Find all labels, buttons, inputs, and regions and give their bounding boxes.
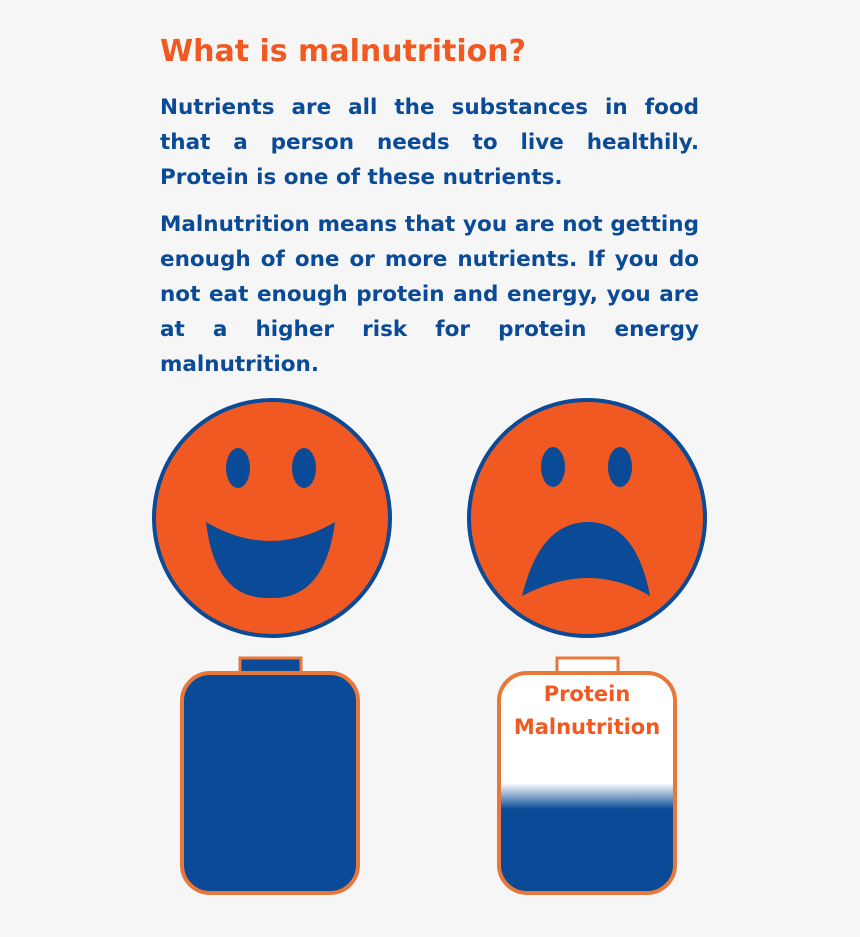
battery-label: Malnutrition <box>514 715 660 739</box>
low-battery: Protein Malnutrition <box>497 656 677 895</box>
full-battery <box>180 656 360 895</box>
happy-face <box>152 398 392 638</box>
paragraph: Nutrients are all the substances in food… <box>160 95 699 190</box>
sad-face <box>467 398 707 638</box>
title: What is malnutrition? <box>160 34 526 69</box>
paragraph: Malnutrition means that you are not gett… <box>160 212 699 377</box>
battery-label: Protein <box>544 682 631 706</box>
